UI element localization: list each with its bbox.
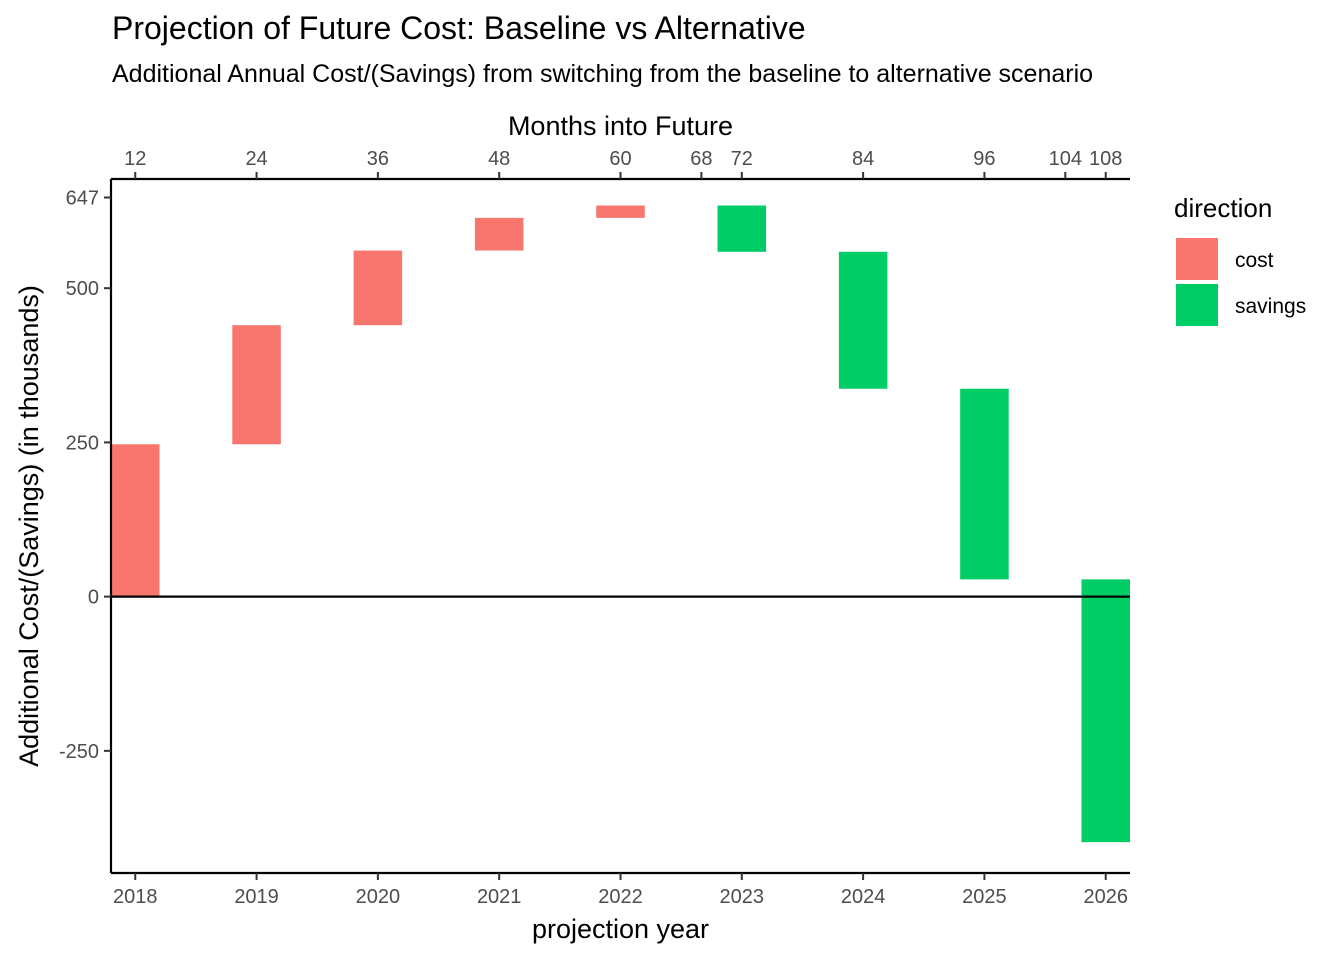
bar-2020 bbox=[353, 250, 403, 326]
secondary-x-tick-label: 84 bbox=[852, 148, 874, 170]
bar-2018 bbox=[111, 444, 160, 597]
legend-key-savings bbox=[1176, 284, 1218, 326]
secondary-x-tick-label: 24 bbox=[245, 148, 267, 170]
secondary-x-tick-label: 68 bbox=[690, 148, 712, 170]
secondary-x-tick-label: 72 bbox=[731, 148, 753, 170]
x-tick-label: 2025 bbox=[962, 886, 1007, 908]
secondary-x-tick-label: 36 bbox=[367, 148, 389, 170]
bar-2023 bbox=[717, 205, 767, 252]
x-tick-label: 2024 bbox=[841, 886, 886, 908]
x-tick-label: 2021 bbox=[477, 886, 522, 908]
y-tick-label: -250 bbox=[59, 741, 99, 763]
bar-2022 bbox=[596, 205, 645, 218]
secondary-x-tick-label: 96 bbox=[973, 148, 995, 170]
bar-2026 bbox=[1081, 579, 1130, 843]
legend-title: direction bbox=[1174, 193, 1272, 223]
x-tick-label: 2020 bbox=[356, 886, 401, 908]
secondary-x-axis-title: Months into Future bbox=[508, 111, 733, 141]
x-tick-label: 2023 bbox=[720, 886, 765, 908]
y-tick-label: 250 bbox=[66, 432, 99, 454]
x-tick-label: 2026 bbox=[1083, 886, 1128, 908]
bar-2021 bbox=[474, 217, 524, 251]
x-axis-title: projection year bbox=[532, 914, 709, 944]
chart-title: Projection of Future Cost: Baseline vs A… bbox=[112, 10, 806, 46]
secondary-x-tick-label: 60 bbox=[609, 148, 631, 170]
legend-key-cost bbox=[1176, 238, 1218, 280]
y-tick-label: 500 bbox=[66, 278, 99, 300]
x-tick-label: 2022 bbox=[598, 886, 643, 908]
y-tick-label: 0 bbox=[88, 587, 99, 609]
secondary-x-tick-label: 108 bbox=[1089, 148, 1122, 170]
y-axis-title: Additional Cost/(Savings) (in thousands) bbox=[14, 285, 44, 767]
chart-subtitle: Additional Annual Cost/(Savings) from sw… bbox=[112, 60, 1094, 88]
legend-label-cost: cost bbox=[1235, 249, 1274, 272]
legend-label-savings: savings bbox=[1235, 295, 1306, 318]
secondary-x-tick-label: 48 bbox=[488, 148, 510, 170]
bar-2019 bbox=[232, 325, 281, 445]
bar-2024 bbox=[838, 251, 888, 389]
x-tick-label: 2019 bbox=[234, 886, 279, 908]
bar-2025 bbox=[960, 388, 1009, 580]
secondary-x-tick-label: 12 bbox=[124, 148, 146, 170]
secondary-x-tick-label: 104 bbox=[1049, 148, 1082, 170]
x-tick-label: 2018 bbox=[113, 886, 158, 908]
y-tick-label: 647 bbox=[66, 188, 99, 210]
